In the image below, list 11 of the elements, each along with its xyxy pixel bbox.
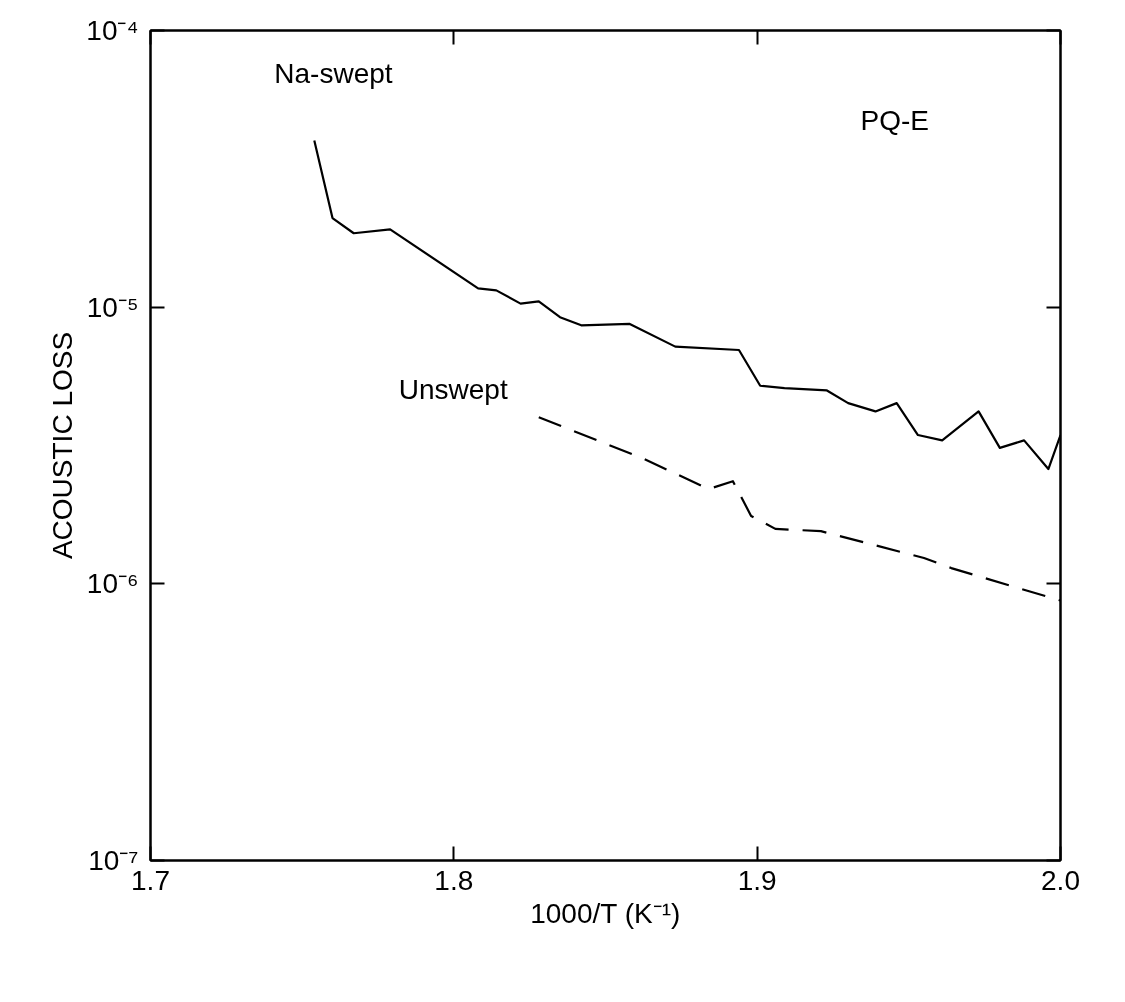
y-axis-title: ACOUSTIC LOSS xyxy=(47,331,79,560)
y-tick-label: 10⁻⁵ xyxy=(86,291,139,323)
annotation: PQ-E xyxy=(860,104,929,136)
x-tick-label: 2.0 xyxy=(1041,864,1080,896)
x-tick-label: 1.8 xyxy=(434,864,474,896)
x-axis-title: 1000/T (K⁻¹) xyxy=(530,897,681,929)
y-tick-label: 10⁻⁴ xyxy=(86,15,139,46)
x-tick-label: 1.9 xyxy=(737,864,777,896)
y-tick-label: 10⁻⁶ xyxy=(86,568,139,600)
series-label: Unswept xyxy=(398,374,508,406)
text: Na-swept xyxy=(274,57,393,89)
